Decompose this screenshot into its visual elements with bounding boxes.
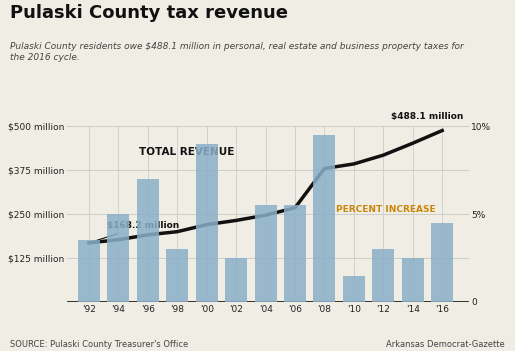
Text: Pulaski County tax revenue: Pulaski County tax revenue: [10, 4, 288, 21]
Bar: [343, 276, 365, 302]
Bar: [254, 205, 277, 302]
Bar: [137, 179, 159, 302]
Bar: [225, 258, 247, 302]
Text: $488.1 million: $488.1 million: [391, 112, 463, 121]
Text: SOURCE: Pulaski County Treasurer's Office: SOURCE: Pulaski County Treasurer's Offic…: [10, 340, 188, 349]
Bar: [166, 249, 188, 302]
Text: $168.2 million: $168.2 million: [92, 221, 179, 242]
Bar: [402, 258, 424, 302]
Text: Pulaski County residents owe $488.1 million in personal, real estate and busines: Pulaski County residents owe $488.1 mill…: [10, 42, 464, 61]
Text: TOTAL REVENUE: TOTAL REVENUE: [139, 147, 235, 157]
Text: Arkansas Democrat-Gazette: Arkansas Democrat-Gazette: [386, 340, 505, 349]
Bar: [431, 223, 453, 302]
Bar: [78, 240, 100, 302]
Bar: [284, 205, 306, 302]
Bar: [196, 144, 218, 302]
Bar: [314, 135, 335, 302]
Bar: [108, 214, 129, 302]
Bar: [372, 249, 394, 302]
Text: PERCENT INCREASE: PERCENT INCREASE: [336, 205, 436, 214]
